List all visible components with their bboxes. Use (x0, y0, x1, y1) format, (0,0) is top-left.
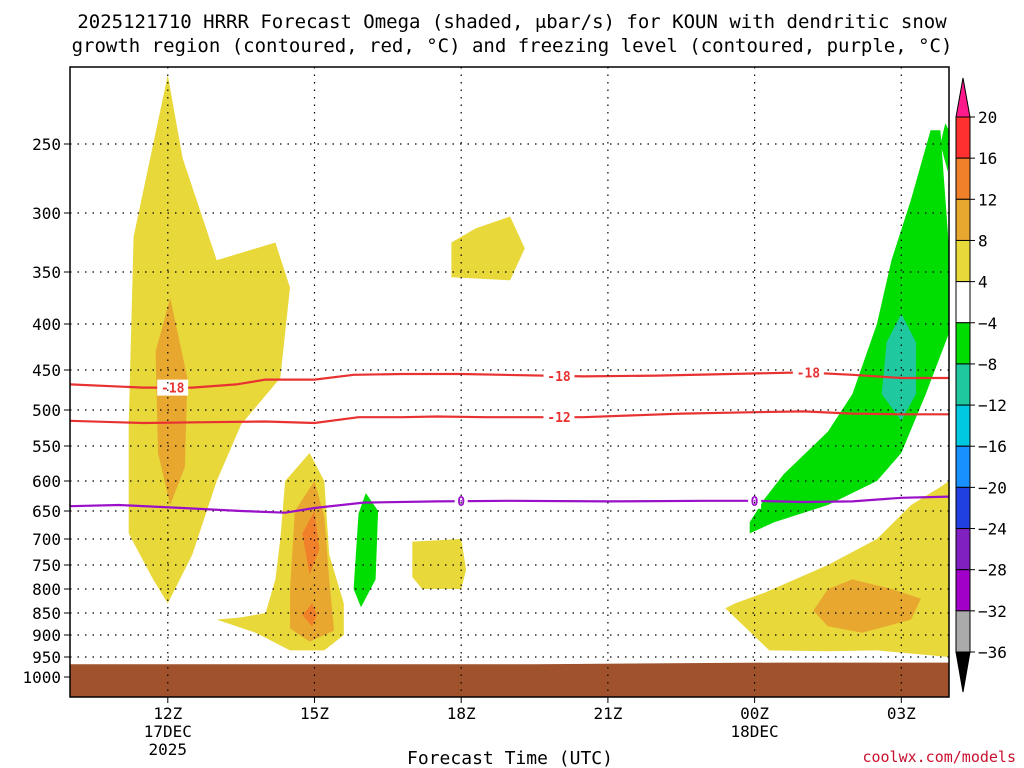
ytick-label-600: 600 (32, 472, 61, 491)
colorbar-label-11: −28 (978, 561, 1007, 580)
omega-region-green-16z (353, 493, 379, 608)
ytick-label-350: 350 (32, 263, 61, 282)
colorbar-segment-7 (955, 404, 971, 447)
colorbar-segment-12 (955, 610, 971, 653)
ytick-label-650: 650 (32, 502, 61, 521)
colorbar-label-8: −16 (978, 437, 1007, 456)
omega-region-deep-orange-15z-lower (302, 603, 317, 627)
ytick-label-1000: 1000 (22, 668, 61, 687)
contour-zero-freezing-line (69, 495, 950, 514)
colorbar-segment-10 (955, 528, 971, 571)
ytick-label-450: 450 (32, 361, 61, 380)
omega-region-teal-right-upper (881, 313, 916, 421)
ytick-label-850: 850 (32, 604, 61, 623)
omega-region-green-right-upper (749, 130, 949, 534)
colorbar-segment-1 (955, 157, 971, 200)
ytick-label-500: 500 (32, 401, 61, 420)
contour-label-bg (792, 364, 824, 381)
chart-title-line-1: 2025121710 HRRR Forecast Omega (shaded, … (77, 11, 947, 33)
colorbar-top-arrow (955, 77, 971, 118)
xtick-label-24-1: 18DEC (731, 722, 779, 741)
xtick-label-21-0: 21Z (593, 704, 622, 723)
ytick-label-900: 900 (32, 626, 61, 645)
plot-area: -18-18-18-1200 2503003504004505005506006… (22, 66, 950, 759)
colorbar-label-0: 20 (978, 108, 997, 127)
xtick-label-15-0: 15Z (300, 704, 329, 723)
omega-region-orange-right-low (813, 579, 921, 633)
colorbar-segment-11 (955, 569, 971, 612)
ytick-label-950: 950 (32, 648, 61, 667)
omega-region-orange-12z-upper (155, 298, 188, 505)
colorbar-segment-2 (955, 198, 971, 241)
ytick-label-250: 250 (32, 135, 61, 154)
contour-label-bg (157, 379, 189, 396)
colorbar-label-9: −20 (978, 478, 1007, 497)
terrain-surface (70, 662, 949, 697)
colorbar-label-4: 4 (978, 273, 988, 292)
omega-region-yellow-17z-low (412, 539, 467, 589)
contour-label-minus-18-line-1: -18 (547, 370, 571, 385)
colorbar-label-6: −8 (978, 355, 997, 374)
ytick-label-400: 400 (32, 315, 61, 334)
ytick-label-550: 550 (32, 437, 61, 456)
omega-region-deep-orange-15z-core (302, 511, 320, 575)
omega-region-green-right-top (940, 123, 949, 172)
colorbar-segment-0 (955, 116, 971, 159)
colorbar-segment-6 (955, 363, 971, 406)
contour-label-minus-18-line-2: -18 (797, 367, 821, 382)
x-axis-label: Forecast Time (UTC) (407, 748, 613, 768)
colorbar-label-1: 16 (978, 149, 997, 168)
pressure-axis: 250 300 350 400 450 500 550 600 650 700 750 800 850 9… (22, 135, 70, 687)
colorbar-bottom-arrow (955, 651, 971, 693)
contour-label-bg (454, 493, 468, 510)
contour-label-minus-18-line-0: -18 (161, 382, 185, 397)
colorbar-label-2: 12 (978, 190, 997, 209)
colorbar-label-5: −4 (978, 314, 997, 333)
contour-label-minus-12-line-0: -12 (547, 411, 570, 426)
ytick-label-800: 800 (32, 580, 61, 599)
xtick-label-12-2: 2025 (149, 740, 188, 759)
ytick-label-750: 750 (32, 556, 61, 575)
colorbar-segment-4 (955, 281, 971, 324)
xtick-label-12-1: 17DEC (144, 722, 192, 741)
xtick-label-27-0: 03Z (887, 704, 916, 723)
contour-label-bg (543, 409, 575, 426)
colorbar-segment-9 (955, 486, 971, 530)
colorbar-segment-8 (955, 445, 971, 488)
colorbar-label-12: −32 (978, 602, 1007, 621)
omega-colorbar: 20 16 12 8 4 −4 −8 −12 −16 −20 −24 −28 −32 −36 (955, 77, 1007, 693)
ytick-label-300: 300 (32, 204, 61, 223)
contour-label-bg (748, 492, 762, 509)
omega-region-yellow-18z-upper (451, 216, 525, 281)
contour-minus-12-line (69, 410, 949, 425)
colorbar-segment-5 (955, 322, 971, 365)
xtick-label-24-0: 00Z (740, 704, 769, 723)
colorbar-label-13: −36 (978, 643, 1007, 662)
ytick-label-700: 700 (32, 530, 61, 549)
contour-minus-18-line (69, 371, 949, 389)
omega-shaded-regions (128, 75, 949, 657)
colorbar-label-3: 8 (978, 231, 988, 250)
plot-frame (69, 66, 950, 698)
colorbar-label-7: −12 (978, 396, 1007, 415)
colorbar-segment-3 (955, 239, 971, 283)
xtick-label-12-0: 12Z (153, 704, 182, 723)
colorbar-label-10: −24 (978, 520, 1007, 539)
xtick-label-18-0: 18Z (447, 704, 476, 723)
chart-title-line-2: growth region (contoured, red, °C) and f… (72, 35, 953, 57)
temperature-contours: -18-18-18-1200 (69, 364, 950, 514)
credit-text: coolwx.com/models (862, 748, 1016, 766)
contour-label-bg (543, 367, 575, 384)
